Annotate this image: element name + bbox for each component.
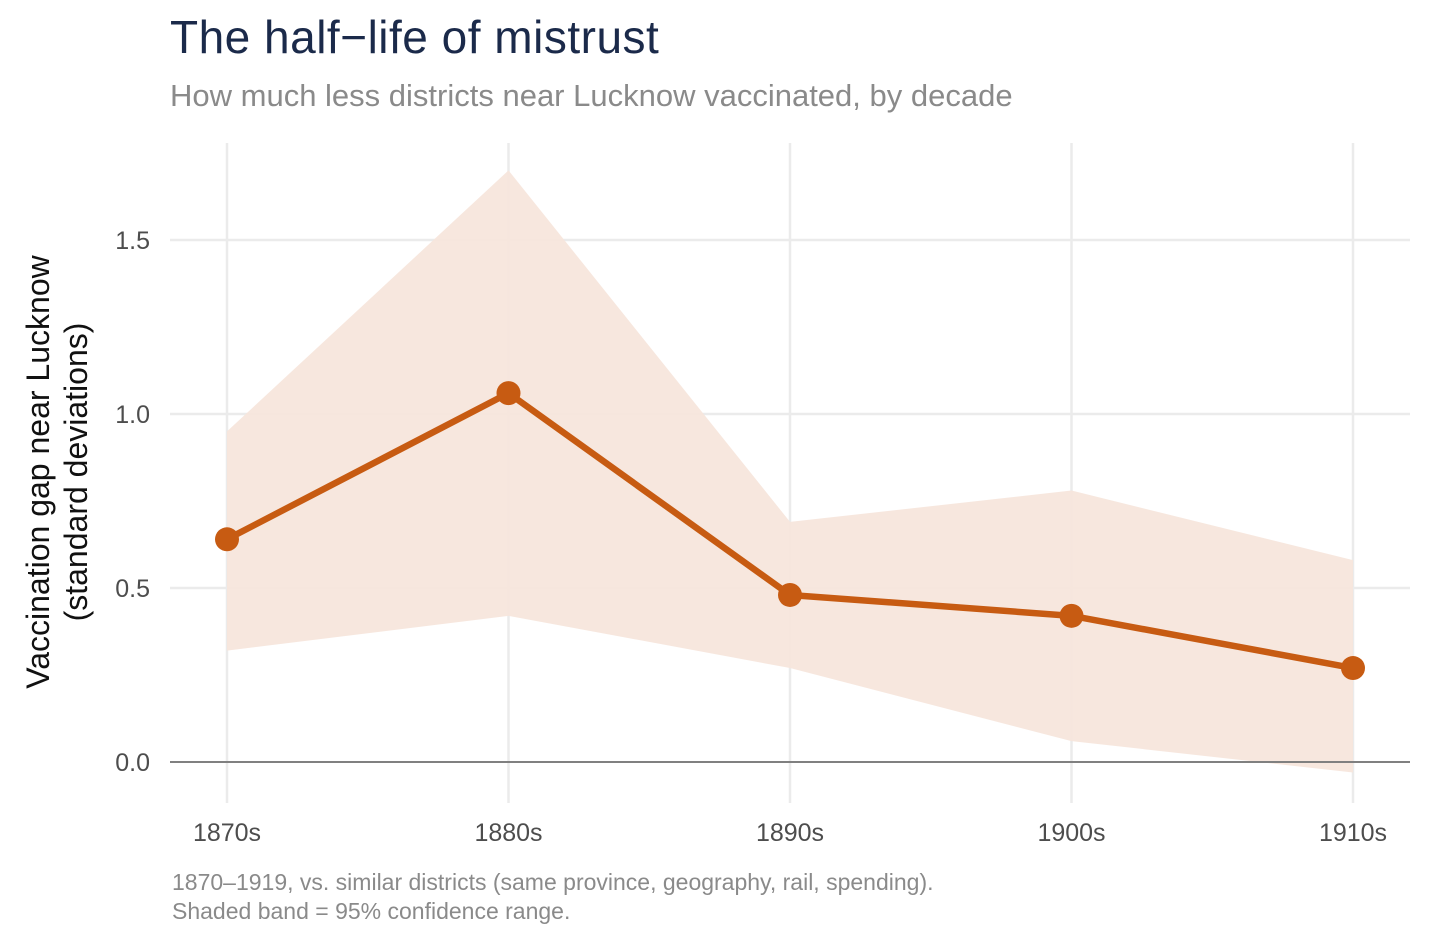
x-tick-label: 1890s: [756, 819, 824, 847]
x-axis-ticks: 1870s 1880s 1890s 1900s 1910s: [193, 819, 1387, 847]
data-point: [778, 582, 802, 607]
data-point: [215, 527, 239, 552]
chart-caption: 1870–1919, vs. similar districts (same p…: [172, 868, 934, 926]
chart-subtitle: How much less districts near Lucknow vac…: [170, 78, 1013, 113]
x-tick-label: 1900s: [1037, 819, 1105, 847]
data-point: [1341, 656, 1365, 681]
y-axis-title: Vaccination gap near Lucknow: [20, 254, 56, 688]
caption-line-1: 1870–1919, vs. similar districts (same p…: [172, 869, 934, 895]
x-tick-label: 1880s: [474, 819, 542, 847]
y-tick-label: 0.5: [115, 575, 150, 603]
data-point: [496, 381, 521, 406]
chart-title: The half−life of mistrust: [170, 11, 660, 63]
y-axis-subtitle: (standard deviations): [58, 323, 94, 622]
y-tick-label: 1.0: [115, 401, 150, 429]
y-tick-label: 1.5: [115, 227, 150, 255]
x-tick-label: 1910s: [1319, 819, 1387, 847]
data-point: [1059, 603, 1084, 628]
y-axis-ticks: 0.0 0.5 1.0 1.5: [115, 227, 150, 777]
x-tick-label: 1870s: [193, 819, 261, 847]
data-points: [215, 381, 1365, 681]
y-tick-label: 0.0: [115, 749, 150, 777]
caption-line-2: Shaded band = 95% confidence range.: [172, 898, 571, 924]
